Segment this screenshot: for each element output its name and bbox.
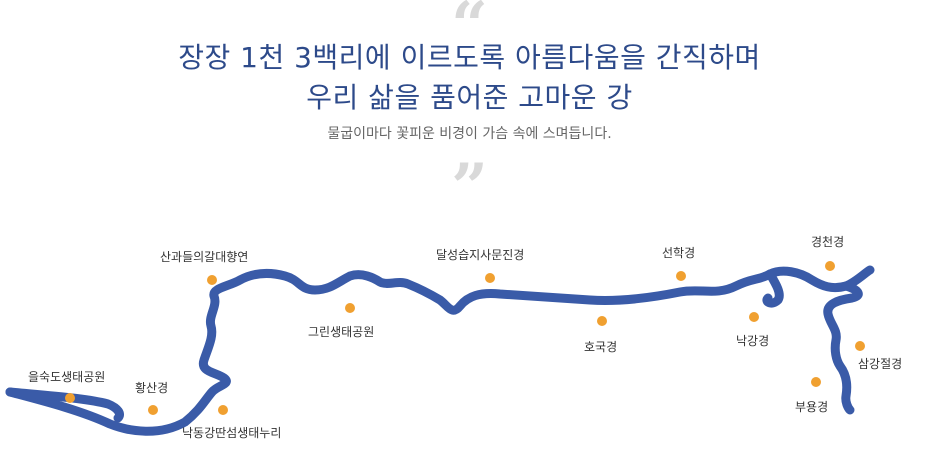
marker-sangwa[interactable] <box>207 275 217 285</box>
label-hoguk[interactable]: 호국경 <box>584 340 617 354</box>
river-east-branch <box>762 269 863 415</box>
place-labels: 을숙도생태공원 황산경 낙동강딴섬생태누리 산과들의갈대향연 그린생태공원 달성… <box>28 234 902 440</box>
close-quote-mark: ” <box>451 150 488 225</box>
marker-nakgang[interactable] <box>749 312 759 322</box>
label-gyeongcheon[interactable]: 경천경 <box>811 234 844 249</box>
river-lower-arm <box>5 387 124 423</box>
label-nakgang[interactable]: 낙강경 <box>736 334 769 348</box>
headline-line-2: 우리 삶을 품어준 고마운 강 <box>306 81 633 114</box>
river-path <box>5 265 875 436</box>
marker-dalseong[interactable] <box>485 273 495 283</box>
marker-hoguk[interactable] <box>597 316 607 326</box>
marker-buyong[interactable] <box>811 377 821 387</box>
label-nakdong-ttansum[interactable]: 낙동강딴섬생태누리 <box>182 426 281 440</box>
place-markers <box>65 261 865 415</box>
label-sangwa[interactable]: 산과들의갈대향연 <box>160 250 248 264</box>
label-hwangsan[interactable]: 황산경 <box>135 381 168 395</box>
label-seonhak[interactable]: 선학경 <box>662 246 695 260</box>
marker-seonhak[interactable] <box>676 271 686 281</box>
label-samgang[interactable]: 삼강절경 <box>858 357 902 371</box>
label-dalseong[interactable]: 달성습지사문진경 <box>436 248 524 262</box>
subheadline: 물굽이마다 꽃피운 비경이 가슴 속에 스며듭니다. <box>327 126 612 142</box>
headline-line-1: 장장 1천 3백리에 이르도록 아름다움을 간직하며 <box>178 41 761 74</box>
open-quote-mark: “ <box>451 0 488 63</box>
marker-hwangsan[interactable] <box>148 405 158 415</box>
label-eulsukdo[interactable]: 을숙도생태공원 <box>28 370 105 384</box>
marker-eulsukdo[interactable] <box>65 393 75 403</box>
marker-nakdong-ttansum[interactable] <box>218 405 228 415</box>
label-buyong[interactable]: 부용경 <box>795 400 828 414</box>
marker-gyeongcheon[interactable] <box>825 261 835 271</box>
marker-samgang[interactable] <box>855 341 865 351</box>
label-green[interactable]: 그린생태공원 <box>308 325 374 339</box>
marker-green[interactable] <box>345 303 355 313</box>
